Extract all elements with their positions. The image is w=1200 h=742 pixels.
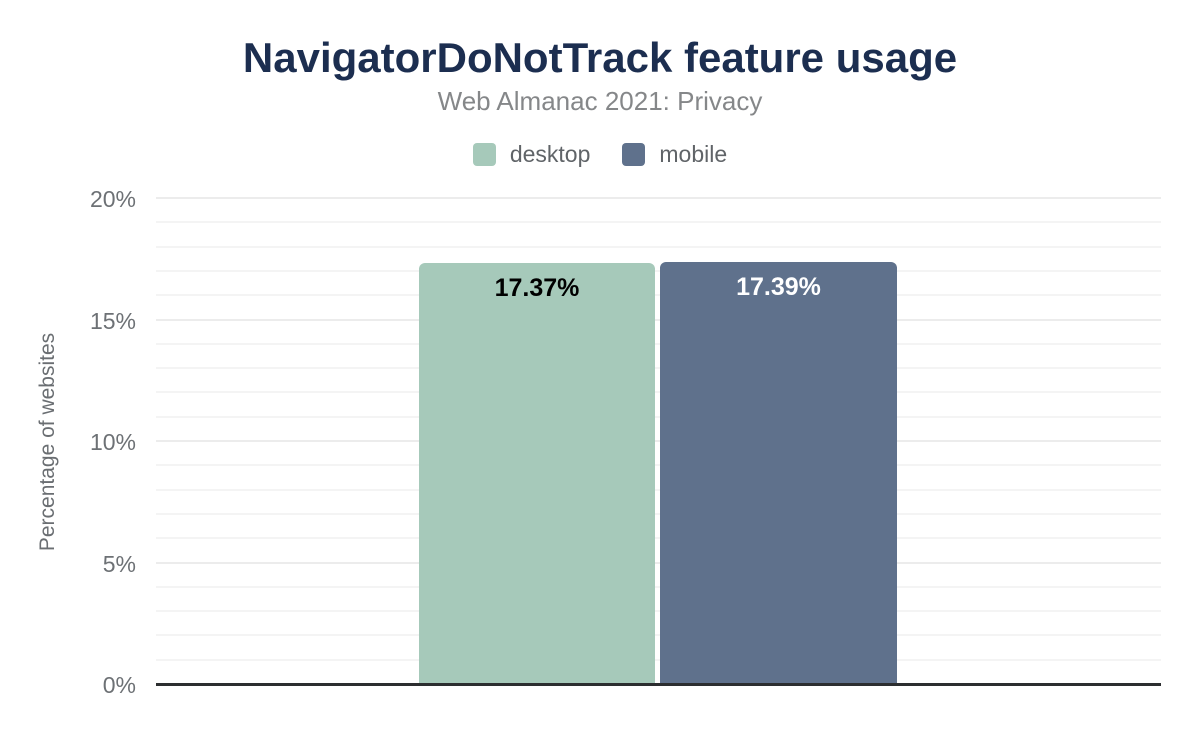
gridline-15pct bbox=[156, 318, 1161, 321]
gridline-10pct bbox=[156, 440, 1161, 442]
gridline-4pct bbox=[156, 585, 1161, 588]
y-axis-title-text: Percentage of websites bbox=[36, 332, 59, 552]
bar-desktop[interactable]: 17.37% bbox=[419, 262, 655, 685]
gridline-14pct bbox=[156, 342, 1161, 345]
gridline-16pct bbox=[156, 294, 1161, 297]
gridline-5pct bbox=[156, 561, 1161, 564]
gridline-2pct bbox=[156, 634, 1161, 637]
legend: desktop mobile bbox=[0, 141, 1200, 168]
gridline-11pct bbox=[156, 415, 1161, 418]
gridline-8pct bbox=[156, 488, 1161, 491]
y-tick-label-5pct: 5% bbox=[102, 550, 136, 577]
y-tick-label-15pct: 15% bbox=[89, 307, 136, 334]
bar-value-label-desktop: 17.37% bbox=[494, 273, 580, 302]
mobile-series-swatch bbox=[622, 143, 646, 166]
y-tick-label-20pct: 20% bbox=[89, 186, 136, 212]
plot-area: 17.37% 17.39% bbox=[156, 197, 1161, 686]
legend-label-desktop: desktop bbox=[509, 141, 591, 167]
desktop-series-swatch bbox=[472, 143, 496, 166]
gridline-13pct bbox=[156, 367, 1161, 370]
y-tick-label-0pct: 0% bbox=[102, 672, 136, 698]
gridline-1pct bbox=[156, 658, 1161, 661]
bar-value-label-mobile: 17.39% bbox=[736, 273, 821, 302]
chart-title: NavigatorDoNotTrack feature usage bbox=[242, 34, 958, 81]
gridline-20pct bbox=[156, 197, 1161, 199]
legend-label-mobile: mobile bbox=[659, 141, 728, 167]
chart-subtitle: Web Almanac 2021: Privacy bbox=[437, 86, 763, 116]
legend-item-desktop[interactable]: desktop bbox=[472, 141, 591, 168]
gridline-12pct bbox=[156, 391, 1161, 394]
gridline-3pct bbox=[156, 610, 1161, 613]
y-axis-ticks: 0% 5% 10% 15% 20% bbox=[60, 186, 136, 698]
gridline-17pct bbox=[156, 269, 1161, 272]
legend-item-mobile[interactable]: mobile bbox=[622, 141, 727, 168]
gridline-19pct bbox=[156, 221, 1161, 224]
x-axis-line bbox=[156, 683, 1161, 686]
bar-mobile[interactable]: 17.39% bbox=[660, 262, 897, 685]
gridline-9pct bbox=[156, 464, 1161, 467]
gridline-6pct bbox=[156, 537, 1161, 540]
y-tick-label-10pct: 10% bbox=[89, 429, 136, 455]
gridline-7pct bbox=[156, 512, 1161, 515]
gridline-18pct bbox=[156, 245, 1161, 248]
